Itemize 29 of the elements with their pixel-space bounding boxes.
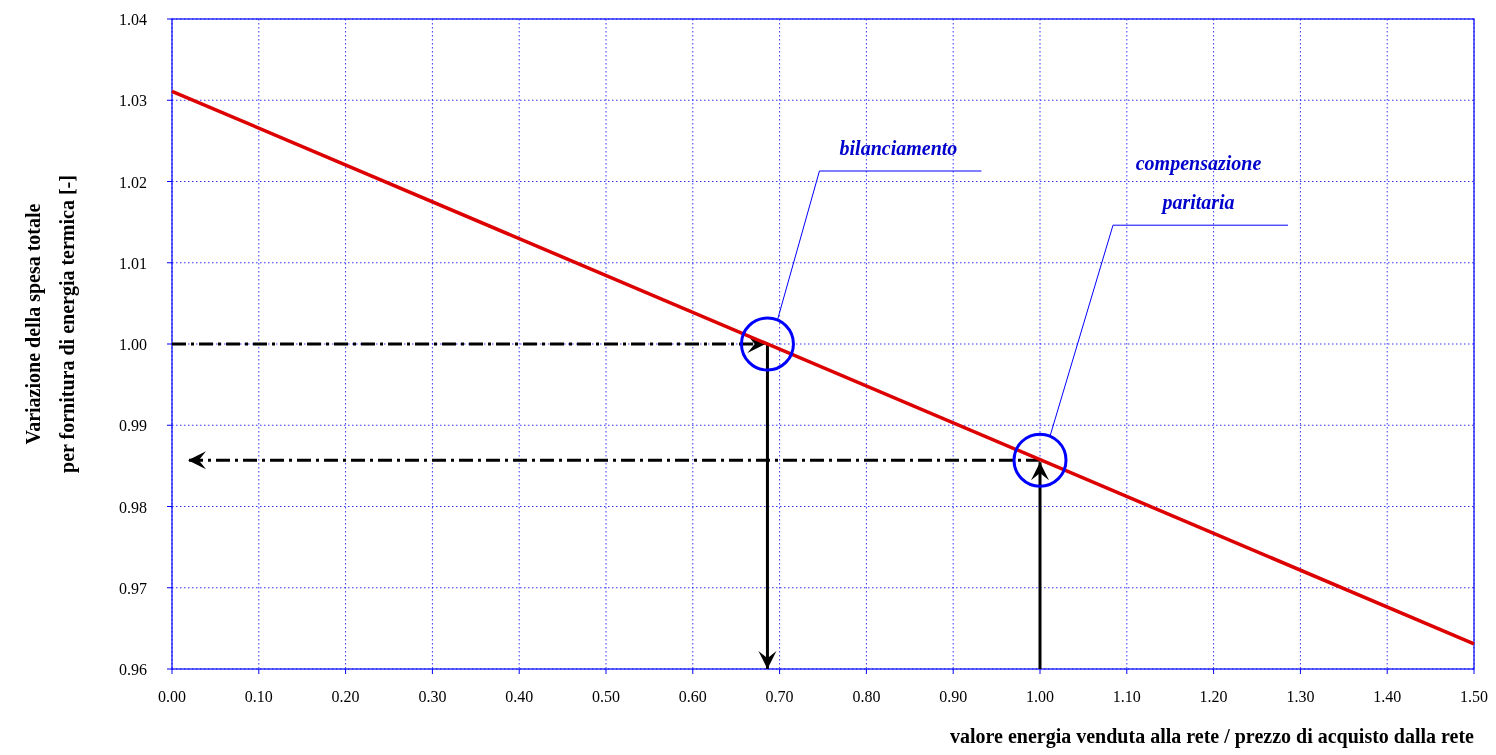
x-tick-label: 0.50	[592, 688, 620, 705]
x-tick-label: 0.20	[331, 688, 360, 705]
x-tick-label: 0.60	[678, 688, 707, 705]
y-tick-label: 0.98	[119, 498, 147, 516]
x-tick-label: 1.40	[1373, 688, 1402, 705]
x-tick-label: 0.10	[244, 688, 273, 705]
x-tick-label: 1.10	[1112, 688, 1141, 705]
annotation: compensazione paritaria	[1135, 152, 1262, 215]
x-tick-label: 0.90	[939, 688, 968, 705]
y-tick-label: 1.03	[119, 92, 147, 110]
annotation: bilanciamento	[839, 137, 958, 159]
y-tick-label: 1.02	[119, 173, 147, 191]
x-tick-label: 0.00	[158, 688, 186, 705]
y-tick-label: 1.01	[119, 254, 147, 272]
x-tick-label: 1.00	[1026, 688, 1054, 705]
y-tick-label: 0.99	[119, 417, 147, 435]
x-axis-title: valore energia venduta alla rete / prezzo di acquisto dalla rete	[949, 725, 1475, 748]
y-tick-label: 1.04	[119, 11, 147, 28]
x-tick-label: 0.40	[505, 688, 534, 705]
x-tick-label: 1.30	[1286, 688, 1315, 705]
y-tick-label: 0.96	[119, 661, 147, 678]
y-tick-label: 0.97	[119, 579, 147, 597]
x-tick-label: 0.70	[765, 688, 794, 705]
x-tick-label: 1.50	[1460, 688, 1488, 705]
y-tick-label: 1.00	[119, 336, 147, 353]
x-tick-label: 0.30	[418, 688, 447, 705]
x-tick-label: 1.20	[1199, 688, 1228, 705]
x-tick-label: 0.80	[852, 688, 881, 705]
y-axis-title: Variazione della spesa totale per fornitura di energia termica [-]	[22, 175, 79, 473]
